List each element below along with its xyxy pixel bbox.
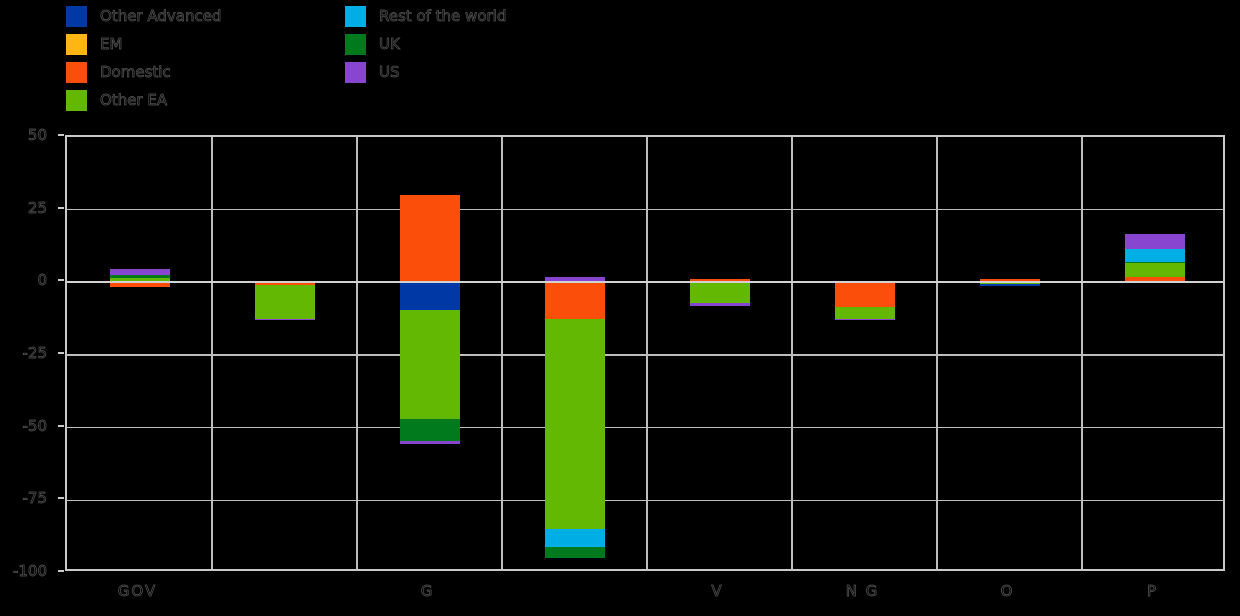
- bar-segment-uk: [399, 418, 460, 441]
- bar-segment-other_ea: [399, 309, 460, 419]
- bar-segment-domestic: [979, 279, 1040, 283]
- bar-segment-rest_of_world: [544, 529, 605, 547]
- bar-segment-us: [254, 318, 315, 321]
- bar-segment-us: [1124, 234, 1185, 249]
- gridline-horizontal: [67, 426, 1223, 429]
- gridline-horizontal: [67, 499, 1223, 502]
- y-tick-label: -25: [22, 344, 47, 363]
- bar-segment-other_ea: [1124, 263, 1185, 277]
- bar-segment-us: [544, 276, 605, 281]
- bar-segment-us: [399, 440, 460, 444]
- y-axis-tick: [58, 279, 64, 282]
- bar-segment-other_advanced: [399, 282, 460, 310]
- legend-swatch-other_ea: [66, 90, 87, 111]
- bar-segment-us: [689, 302, 750, 306]
- bar-segment-uk: [1124, 261, 1185, 264]
- bar-segment-domestic: [254, 282, 315, 286]
- bar-segment-other_ea: [544, 318, 605, 530]
- bar-segment-domestic: [834, 282, 895, 308]
- y-tick-label: 50: [27, 126, 48, 145]
- gridline-vertical: [501, 137, 503, 569]
- legend-label-em: EM: [100, 35, 123, 54]
- x-tick-label: GOV: [117, 582, 158, 601]
- y-axis-tick: [58, 497, 64, 500]
- x-tick-label: N G: [845, 582, 880, 601]
- legend-label-us: US: [379, 63, 400, 82]
- legend-swatch-em: [66, 34, 87, 55]
- legend-label-rest_of_world: Rest of the world: [379, 7, 507, 26]
- x-tick-label: V: [711, 582, 724, 601]
- plot-area: [65, 135, 1225, 571]
- bar-segment-domestic: [109, 282, 170, 287]
- gridline-vertical: [646, 137, 648, 569]
- bar-segment-domestic: [1124, 276, 1185, 283]
- bar-segment-rest_of_world: [1124, 248, 1185, 262]
- y-axis-tick: [58, 424, 64, 427]
- gridline-horizontal: [67, 354, 1223, 356]
- gridline-horizontal: [67, 208, 1223, 211]
- bar-segment-other_ea: [254, 285, 315, 319]
- legend-label-other_ea: Other EA: [100, 91, 168, 110]
- y-tick-label: -50: [22, 416, 47, 435]
- bar-segment-domestic: [689, 279, 750, 283]
- legend-swatch-rest_of_world: [345, 6, 366, 27]
- legend-swatch-domestic: [66, 62, 87, 83]
- gridline-vertical: [936, 137, 938, 569]
- y-tick-label: 0: [37, 271, 47, 290]
- y-tick-label: -75: [22, 489, 47, 508]
- y-tick-label: -100: [12, 562, 48, 581]
- legend-swatch-other_advanced: [66, 6, 87, 27]
- gridline-vertical: [1081, 137, 1083, 569]
- legend-swatch-uk: [345, 34, 366, 55]
- bar-segment-other_ea: [979, 282, 1040, 285]
- bar-segment-other_ea: [834, 307, 895, 319]
- bar-segment-us: [109, 269, 170, 276]
- legend-label-uk: UK: [379, 35, 401, 54]
- gridline-vertical: [211, 137, 213, 569]
- y-axis-tick: [58, 352, 64, 354]
- bar-segment-uk: [544, 546, 605, 559]
- gridline-vertical: [356, 137, 358, 569]
- y-axis-tick: [58, 206, 64, 209]
- y-tick-label: 25: [27, 198, 48, 217]
- x-tick-label: P: [1146, 582, 1159, 601]
- bar-segment-domestic: [544, 282, 605, 319]
- bar-segment-other_ea: [109, 277, 170, 283]
- bar-segment-us: [834, 318, 895, 321]
- bar-segment-other_ea: [689, 282, 750, 303]
- x-tick-label: G: [420, 582, 435, 601]
- legend-swatch-us: [345, 62, 366, 83]
- legend-label-other_advanced: Other Advanced: [100, 7, 222, 26]
- legend-label-domestic: Domestic: [100, 63, 171, 82]
- bar-segment-other_advanced: [979, 284, 1040, 287]
- gridline-vertical: [791, 137, 793, 569]
- bar-segment-uk: [109, 275, 170, 278]
- y-axis-tick: [58, 134, 64, 136]
- zero-gridline: [67, 281, 1223, 284]
- x-tick-label: O: [1000, 582, 1015, 601]
- y-axis-tick: [58, 570, 64, 572]
- bar-segment-domestic: [399, 195, 460, 283]
